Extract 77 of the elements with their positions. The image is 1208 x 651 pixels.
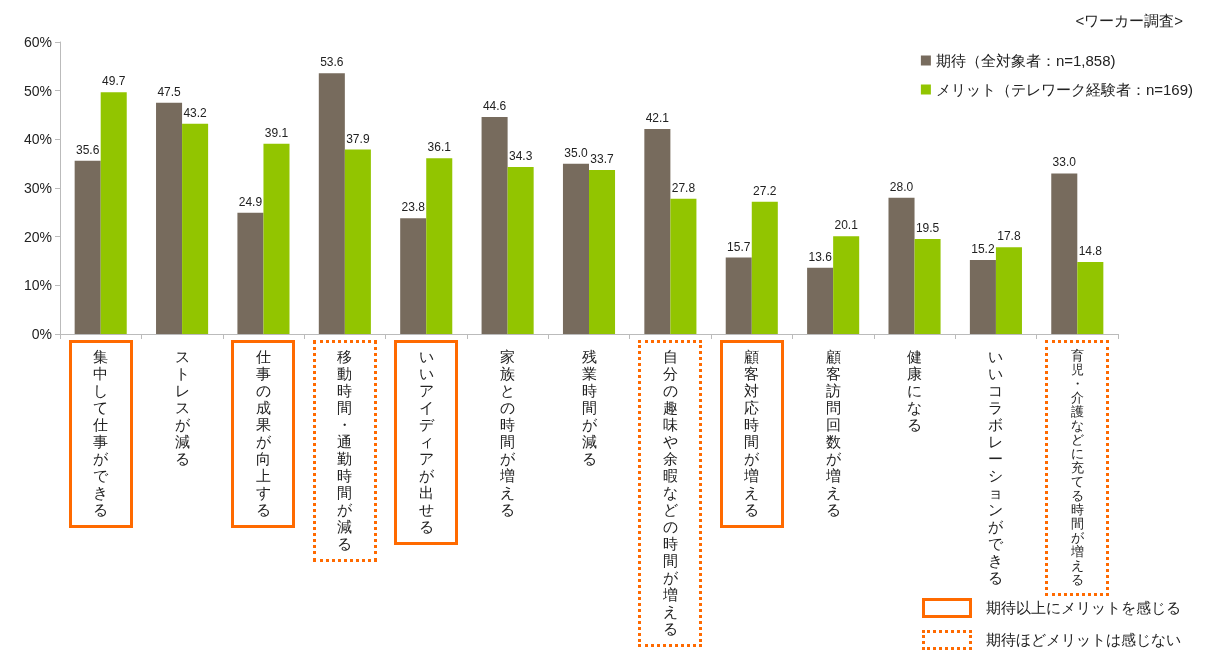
bar bbox=[589, 169, 616, 334]
category-label: いいコラボレーションができる bbox=[988, 348, 1004, 586]
data-label: 24.9 bbox=[238, 194, 263, 209]
y-tick-label: 30% bbox=[23, 180, 52, 196]
data-label: 20.1 bbox=[834, 218, 859, 233]
category-label: 家族との時間が増える bbox=[500, 348, 516, 518]
bar bbox=[74, 160, 101, 334]
bar bbox=[969, 260, 996, 334]
bar bbox=[995, 247, 1022, 334]
category-label: 移動時間・通勤時間が減る bbox=[337, 348, 353, 552]
category-label: 顧客対応時間が増える bbox=[744, 348, 760, 518]
bar bbox=[1077, 261, 1104, 334]
category-label: 仕事の成果が向上する bbox=[255, 348, 271, 518]
data-label: 33.7 bbox=[590, 151, 615, 166]
data-label: 27.8 bbox=[671, 180, 696, 195]
x-tick-label: ストレスが減る bbox=[174, 348, 191, 467]
bar bbox=[507, 167, 534, 334]
data-label: 39.1 bbox=[264, 125, 289, 140]
category-label: いいアイディアが出せる bbox=[418, 348, 434, 535]
data-label: 27.2 bbox=[753, 183, 777, 198]
bar bbox=[914, 239, 941, 334]
data-label: 14.8 bbox=[1078, 243, 1103, 258]
data-label: 36.1 bbox=[427, 140, 452, 155]
bar bbox=[644, 129, 671, 334]
category-label: 集中して仕事ができる bbox=[93, 348, 109, 518]
bar bbox=[400, 218, 427, 334]
y-tick-label: 20% bbox=[23, 228, 52, 245]
data-label: 33.0 bbox=[1052, 155, 1077, 170]
bar bbox=[344, 149, 371, 334]
category-label: 顧客訪問回数が増える bbox=[825, 348, 841, 518]
bar bbox=[751, 201, 778, 334]
data-label: 37.9 bbox=[346, 131, 370, 146]
data-label: 19.5 bbox=[915, 221, 940, 236]
data-label: 23.8 bbox=[401, 200, 426, 215]
legend-label: メリット（テレワーク経験者：n=169) bbox=[935, 81, 1193, 98]
data-label: 15.7 bbox=[727, 239, 751, 254]
data-label: 34.3 bbox=[508, 149, 533, 164]
data-label: 44.6 bbox=[482, 98, 507, 113]
data-label: 42.1 bbox=[645, 111, 670, 126]
bar bbox=[888, 197, 915, 334]
data-label: 43.2 bbox=[183, 105, 208, 120]
data-label: 35.0 bbox=[564, 145, 588, 160]
bar bbox=[156, 102, 183, 334]
bar bbox=[263, 143, 290, 334]
y-tick-label: 0% bbox=[31, 326, 52, 342]
data-label: 15.2 bbox=[971, 242, 995, 257]
bar bbox=[670, 198, 697, 334]
bar bbox=[481, 116, 508, 334]
y-tick-label: 60% bbox=[23, 34, 52, 50]
text: 期待以上にメリットを感じる bbox=[986, 599, 1181, 618]
data-label: 49.7 bbox=[102, 74, 126, 89]
bar bbox=[833, 236, 860, 334]
y-tick-label: 40% bbox=[23, 131, 52, 148]
y-tick-label: 50% bbox=[23, 82, 52, 99]
x-tick-label: 健康になる bbox=[907, 348, 923, 433]
bar bbox=[1051, 173, 1078, 334]
bar bbox=[426, 158, 453, 334]
data-label: 53.6 bbox=[320, 55, 344, 70]
y-tick-label: 10% bbox=[23, 277, 52, 294]
bar bbox=[237, 212, 264, 334]
text: 期待ほどメリットは感じない bbox=[986, 631, 1181, 650]
data-label: 35.6 bbox=[75, 142, 100, 157]
category-label: 育児・介護などに充てる時間が増える bbox=[1070, 347, 1084, 587]
bar bbox=[807, 267, 834, 334]
data-label: 28.0 bbox=[889, 179, 914, 194]
data-label: 17.8 bbox=[997, 229, 1021, 244]
legend-label: 期待（全対象者：n=1,858) bbox=[935, 52, 1116, 69]
bar bbox=[100, 92, 127, 334]
bar bbox=[725, 257, 752, 334]
category-label: 自分の趣味や余暇などの時間が増える bbox=[662, 348, 678, 637]
x-tick-label: 残業時間が減る bbox=[581, 348, 598, 467]
bar bbox=[182, 123, 209, 334]
bar bbox=[318, 73, 345, 334]
chart-title: <ワーカー調査> bbox=[1075, 12, 1184, 29]
bar bbox=[562, 163, 589, 334]
data-label: 47.5 bbox=[157, 84, 182, 99]
data-label: 13.6 bbox=[808, 249, 833, 264]
